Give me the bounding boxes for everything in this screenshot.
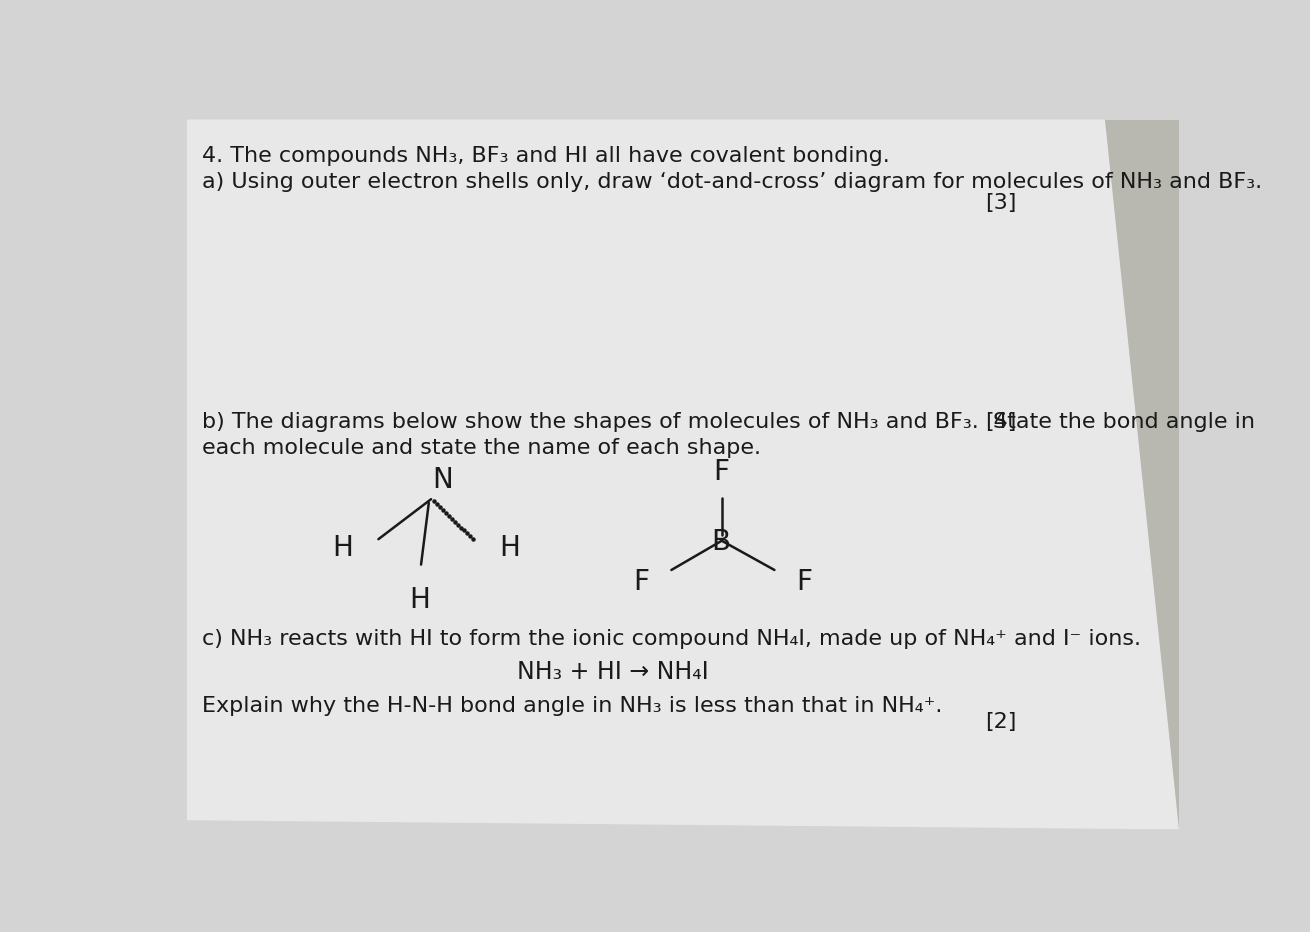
Text: each molecule and state the name of each shape.: each molecule and state the name of each…	[203, 437, 761, 458]
Text: N: N	[432, 466, 453, 494]
Text: F: F	[634, 569, 650, 596]
Text: [3]: [3]	[985, 193, 1017, 212]
Text: H: H	[409, 586, 430, 614]
Text: [4]: [4]	[985, 412, 1017, 432]
Text: B: B	[711, 528, 731, 555]
Text: [2]: [2]	[985, 712, 1017, 733]
Polygon shape	[1106, 119, 1179, 829]
Text: b) The diagrams below show the shapes of molecules of NH₃ and BF₃.  State the bo: b) The diagrams below show the shapes of…	[203, 412, 1255, 432]
Text: H: H	[331, 534, 352, 562]
Polygon shape	[187, 119, 1179, 829]
Text: 4. The compounds NH₃, BF₃ and HI all have covalent bonding.: 4. The compounds NH₃, BF₃ and HI all hav…	[203, 146, 891, 167]
Text: F: F	[714, 458, 730, 487]
Text: a) Using outer electron shells only, draw ‘dot-and-cross’ diagram for molecules : a) Using outer electron shells only, dra…	[203, 171, 1263, 192]
Text: F: F	[796, 569, 812, 596]
Text: NH₃ + HI → NH₄I: NH₃ + HI → NH₄I	[517, 660, 709, 684]
Text: c) NH₃ reacts with HI to form the ionic compound NH₄I, made up of NH₄⁺ and I⁻ io: c) NH₃ reacts with HI to form the ionic …	[203, 629, 1141, 650]
Text: Explain why the H-N-H bond angle in NH₃ is less than that in NH₄⁺.: Explain why the H-N-H bond angle in NH₃ …	[203, 695, 943, 716]
Text: H: H	[499, 534, 520, 562]
